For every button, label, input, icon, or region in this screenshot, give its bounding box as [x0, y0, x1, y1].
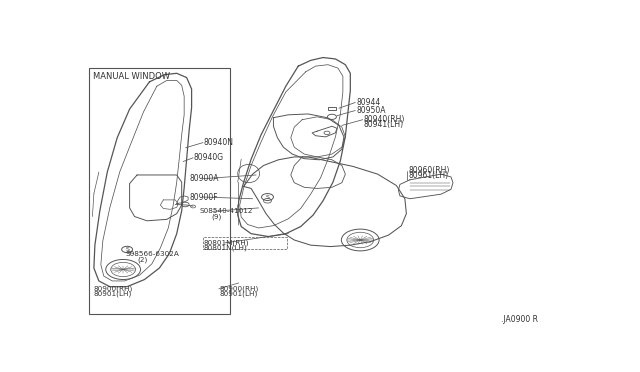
Text: MANUAL WINDOW: MANUAL WINDOW — [93, 72, 170, 81]
Text: 80900(RH): 80900(RH) — [94, 285, 133, 292]
Text: 80900F: 80900F — [189, 193, 218, 202]
Text: .JA0900 R: .JA0900 R — [500, 315, 538, 324]
Text: 80940G: 80940G — [193, 153, 223, 162]
Text: 80961(LH): 80961(LH) — [408, 171, 449, 180]
Text: 80941(LH): 80941(LH) — [364, 121, 404, 129]
Text: 80901(LH): 80901(LH) — [94, 291, 132, 297]
Text: 80940(RH): 80940(RH) — [364, 115, 405, 124]
Bar — [203, 237, 287, 248]
Text: (9): (9) — [211, 214, 221, 220]
Text: 80900(RH): 80900(RH) — [220, 285, 259, 292]
Text: S08566-6302A: S08566-6302A — [125, 251, 179, 257]
Text: 80801N(LH): 80801N(LH) — [203, 245, 247, 251]
Text: S08540-41012: S08540-41012 — [199, 208, 253, 214]
Text: 80801M(RH): 80801M(RH) — [203, 240, 248, 246]
Text: 80950A: 80950A — [356, 106, 387, 115]
Text: 80901(LH): 80901(LH) — [220, 291, 258, 297]
Text: S: S — [266, 195, 269, 199]
Text: 80940N: 80940N — [203, 138, 233, 147]
Text: 80960(RH): 80960(RH) — [408, 166, 450, 175]
Bar — [89, 68, 230, 314]
Text: S: S — [125, 247, 129, 252]
Text: (2): (2) — [137, 257, 147, 263]
Bar — [328, 107, 336, 110]
Text: 80944: 80944 — [356, 98, 381, 107]
Text: 80900A: 80900A — [189, 174, 219, 183]
